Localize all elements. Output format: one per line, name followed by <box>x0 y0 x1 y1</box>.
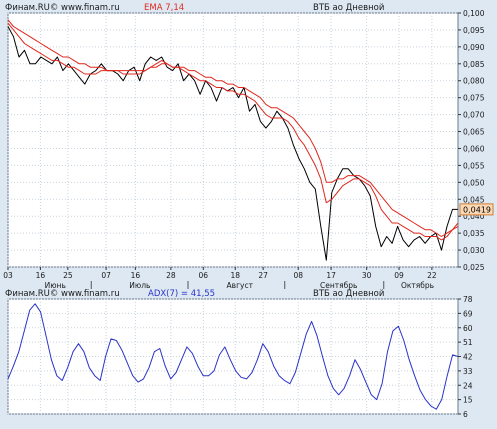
price-y-tick-label: 0,070 <box>463 111 485 120</box>
adx-line <box>7 303 459 410</box>
adx-y-tick-label: 6 <box>463 410 468 419</box>
date-day-label: 17 <box>326 271 336 280</box>
price-instrument-label: ВТБ ао Дневной <box>313 3 384 13</box>
last-value-label: 0,0419 <box>463 205 491 214</box>
price-y-tick-label: 0,040 <box>463 212 485 221</box>
date-day-label: 07 <box>101 271 111 280</box>
price-source-label: Финам.RU© www.finam.ru <box>5 3 120 13</box>
price-y-tick-label: 0,035 <box>463 229 485 238</box>
ema-indicator-label: EMA 7,14 <box>144 3 184 13</box>
adx-y-tick-label: 60 <box>463 324 473 333</box>
price-y-tick-label: 0,080 <box>463 77 485 86</box>
price-y-tick-label: 0,060 <box>463 144 485 153</box>
adx-y-axis: 78 69 60 51 42 33 24 15 6 <box>458 295 473 419</box>
price-y-tick-label: 0,065 <box>463 128 485 137</box>
price-y-tick-label: 0,050 <box>463 178 485 187</box>
price-y-tick-label: 0,100 <box>463 9 485 18</box>
month-label: Июль <box>129 281 150 290</box>
price-y-tick-label: 0,075 <box>463 94 485 103</box>
price-y-tick-label: 0,025 <box>463 263 485 272</box>
adx-y-tick-label: 15 <box>463 396 473 405</box>
price-plot-area <box>7 12 459 268</box>
month-label: Октябрь <box>401 281 434 290</box>
adx-y-tick-label: 42 <box>463 353 473 362</box>
date-x-axis: 03 16 25 07 16 28 06 18 27 08 17 30 09 22 Июнь Июль Авгу… <box>3 267 437 290</box>
date-day-label: 03 <box>3 271 13 280</box>
date-day-label: 28 <box>166 271 176 280</box>
price-y-axis: 0,100 0,095 0,090 0,085 0,080 0,075 0,070 0,065… <box>458 9 485 272</box>
price-y-tick-label: 0,085 <box>463 60 485 69</box>
date-day-label: 08 <box>293 271 303 280</box>
date-day-label: 22 <box>427 271 437 280</box>
price-y-tick-label: 0,055 <box>463 161 485 170</box>
date-day-label: 16 <box>36 271 46 280</box>
adx-y-tick-label: 24 <box>463 381 473 390</box>
adx-y-tick-label: 69 <box>463 309 473 318</box>
month-label: Сентябрь <box>320 281 357 290</box>
adx-source-label: Финам.RU© www.finam.ru <box>5 289 120 299</box>
price-line <box>7 26 458 261</box>
date-day-label: 18 <box>230 271 240 280</box>
month-label: Август <box>227 281 254 290</box>
price-y-tick-label: 0,095 <box>463 26 485 35</box>
adx-series-layer <box>7 303 459 410</box>
adx-y-tick-label: 78 <box>463 295 473 304</box>
adx-instrument-label: ВТБ ао Дневной <box>313 289 384 299</box>
ema7-line <box>7 22 459 241</box>
price-y-tick-label: 0,045 <box>463 195 485 204</box>
date-day-label: 27 <box>258 271 268 280</box>
adx-y-tick-label: 33 <box>463 367 473 376</box>
adx-grid <box>7 298 458 415</box>
ema14-line <box>7 19 459 237</box>
price-series-layer <box>7 19 459 261</box>
price-grid <box>7 12 458 268</box>
date-day-label: 06 <box>199 271 209 280</box>
price-y-tick-label: 0,030 <box>463 246 485 255</box>
price-y-tick-label: 0,090 <box>463 43 485 52</box>
adx-indicator-label: ADX(7) = 41,55 <box>148 289 215 299</box>
date-day-label: 09 <box>394 271 404 280</box>
month-label: Июнь <box>45 281 66 290</box>
date-day-label: 16 <box>131 271 141 280</box>
adx-y-tick-label: 51 <box>463 338 473 347</box>
date-day-label: 30 <box>362 271 372 280</box>
date-day-label: 25 <box>63 271 73 280</box>
last-value-marker: 0,0419 <box>459 203 494 216</box>
